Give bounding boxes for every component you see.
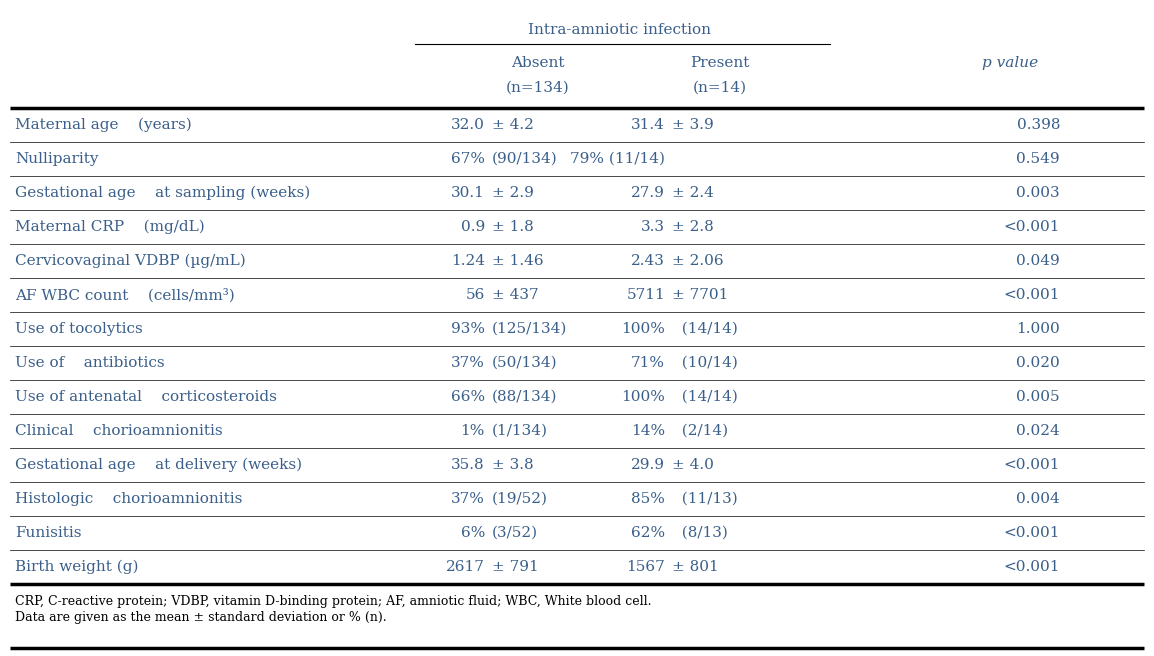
- Text: 79% (11/14): 79% (11/14): [570, 152, 665, 166]
- Text: 3.3: 3.3: [640, 220, 665, 234]
- Text: 0.024: 0.024: [1017, 424, 1061, 438]
- Text: 93%: 93%: [451, 322, 485, 336]
- Text: <0.001: <0.001: [1004, 288, 1061, 302]
- Text: ± 2.06: ± 2.06: [672, 254, 724, 268]
- Text: (90/134): (90/134): [492, 152, 557, 166]
- Text: 2.43: 2.43: [631, 254, 665, 268]
- Text: Gestational age    at sampling (weeks): Gestational age at sampling (weeks): [15, 186, 310, 200]
- Text: AF WBC count    (cells/mm³): AF WBC count (cells/mm³): [15, 288, 234, 302]
- Text: 0.049: 0.049: [1017, 254, 1061, 268]
- Text: 35.8: 35.8: [451, 458, 485, 472]
- Text: 66%: 66%: [451, 390, 485, 404]
- Text: (8/13): (8/13): [672, 526, 728, 540]
- Text: <0.001: <0.001: [1004, 220, 1061, 234]
- Text: 29.9: 29.9: [631, 458, 665, 472]
- Text: Cervicovaginal VDBP (µg/mL): Cervicovaginal VDBP (µg/mL): [15, 254, 246, 268]
- Text: 0.004: 0.004: [1017, 492, 1061, 506]
- Text: ± 4.2: ± 4.2: [492, 118, 534, 132]
- Text: 0.9: 0.9: [460, 220, 485, 234]
- Text: <0.001: <0.001: [1004, 560, 1061, 574]
- Text: 0.020: 0.020: [1017, 356, 1061, 370]
- Text: Data are given as the mean ± standard deviation or % (n).: Data are given as the mean ± standard de…: [15, 611, 387, 625]
- Text: ± 7701: ± 7701: [672, 288, 728, 302]
- Text: ± 4.0: ± 4.0: [672, 458, 714, 472]
- Text: 27.9: 27.9: [631, 186, 665, 200]
- Text: (2/14): (2/14): [672, 424, 728, 438]
- Text: Intra-amniotic infection: Intra-amniotic infection: [529, 23, 712, 37]
- Text: Absent: Absent: [511, 56, 564, 70]
- Text: 30.1: 30.1: [451, 186, 485, 200]
- Text: ± 1.46: ± 1.46: [492, 254, 544, 268]
- Text: 1.24: 1.24: [451, 254, 485, 268]
- Text: Clinical    chorioamnionitis: Clinical chorioamnionitis: [15, 424, 223, 438]
- Text: <0.001: <0.001: [1004, 526, 1061, 540]
- Text: 6%: 6%: [460, 526, 485, 540]
- Text: (125/134): (125/134): [492, 322, 568, 336]
- Text: ± 791: ± 791: [492, 560, 539, 574]
- Text: 31.4: 31.4: [631, 118, 665, 132]
- Text: (n=14): (n=14): [692, 81, 747, 95]
- Text: ± 3.8: ± 3.8: [492, 458, 533, 472]
- Text: 37%: 37%: [451, 356, 485, 370]
- Text: Birth weight (g): Birth weight (g): [15, 560, 138, 574]
- Text: 0.003: 0.003: [1017, 186, 1061, 200]
- Text: Use of antenatal    corticosteroids: Use of antenatal corticosteroids: [15, 390, 277, 404]
- Text: ± 801: ± 801: [672, 560, 719, 574]
- Text: (3/52): (3/52): [492, 526, 538, 540]
- Text: ± 2.9: ± 2.9: [492, 186, 534, 200]
- Text: 71%: 71%: [631, 356, 665, 370]
- Text: Use of tocolytics: Use of tocolytics: [15, 322, 143, 336]
- Text: (19/52): (19/52): [492, 492, 548, 506]
- Text: Nulliparity: Nulliparity: [15, 152, 98, 166]
- Text: 5711: 5711: [627, 288, 665, 302]
- Text: 2617: 2617: [447, 560, 485, 574]
- Text: 0.005: 0.005: [1017, 390, 1061, 404]
- Text: ± 2.4: ± 2.4: [672, 186, 714, 200]
- Text: 67%: 67%: [451, 152, 485, 166]
- Text: (50/134): (50/134): [492, 356, 557, 370]
- Text: 32.0: 32.0: [451, 118, 485, 132]
- Text: ± 1.8: ± 1.8: [492, 220, 534, 234]
- Text: (14/14): (14/14): [672, 390, 737, 404]
- Text: (14/14): (14/14): [672, 322, 737, 336]
- Text: 56: 56: [465, 288, 485, 302]
- Text: Maternal age    (years): Maternal age (years): [15, 118, 192, 133]
- Text: (11/13): (11/13): [672, 492, 737, 506]
- Text: (n=134): (n=134): [507, 81, 570, 95]
- Text: 100%: 100%: [621, 322, 665, 336]
- Text: (1/134): (1/134): [492, 424, 548, 438]
- Text: 1567: 1567: [627, 560, 665, 574]
- Text: 0.549: 0.549: [1017, 152, 1061, 166]
- Text: Present: Present: [690, 56, 750, 70]
- Text: <0.001: <0.001: [1004, 458, 1061, 472]
- Text: Funisitis: Funisitis: [15, 526, 82, 540]
- Text: 1.000: 1.000: [1017, 322, 1061, 336]
- Text: Histologic    chorioamnionitis: Histologic chorioamnionitis: [15, 492, 242, 506]
- Text: (10/14): (10/14): [672, 356, 737, 370]
- Text: 100%: 100%: [621, 390, 665, 404]
- Text: ± 3.9: ± 3.9: [672, 118, 714, 132]
- Text: 1%: 1%: [460, 424, 485, 438]
- Text: ± 437: ± 437: [492, 288, 539, 302]
- Text: 14%: 14%: [631, 424, 665, 438]
- Text: (88/134): (88/134): [492, 390, 557, 404]
- Text: Maternal CRP    (mg/dL): Maternal CRP (mg/dL): [15, 220, 204, 234]
- Text: Gestational age    at delivery (weeks): Gestational age at delivery (weeks): [15, 458, 302, 472]
- Text: 0.398: 0.398: [1017, 118, 1061, 132]
- Text: p value: p value: [982, 56, 1039, 70]
- Text: ± 2.8: ± 2.8: [672, 220, 714, 234]
- Text: Use of    antibiotics: Use of antibiotics: [15, 356, 165, 370]
- Text: 37%: 37%: [451, 492, 485, 506]
- Text: CRP, C-reactive protein; VDBP, vitamin D-binding protein; AF, amniotic fluid; WB: CRP, C-reactive protein; VDBP, vitamin D…: [15, 596, 652, 609]
- Text: 85%: 85%: [631, 492, 665, 506]
- Text: 62%: 62%: [631, 526, 665, 540]
